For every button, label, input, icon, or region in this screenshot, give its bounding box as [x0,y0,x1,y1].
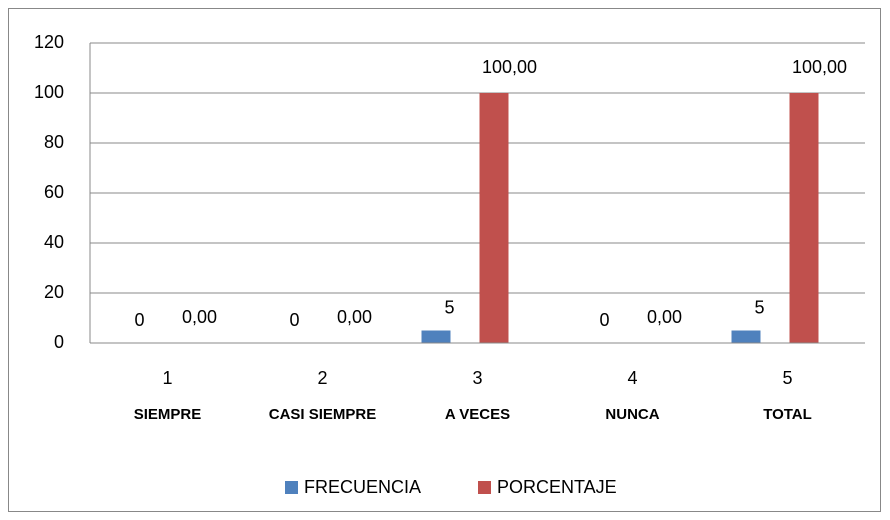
legend-label: FRECUENCIA [304,477,421,497]
y-tick-label: 20 [44,282,64,302]
legend-swatch [285,481,298,494]
data-label: 5 [754,297,764,317]
data-label: 0,00 [182,307,217,327]
chart-border [8,8,881,512]
category-name: A VECES [445,406,510,423]
category-name: TOTAL [763,406,812,423]
y-tick-label: 40 [44,232,64,252]
legend-swatch [478,481,491,494]
y-tick-label: 120 [34,32,64,52]
y-tick-label: 0 [54,332,64,352]
data-label: 100,00 [482,57,537,77]
bar [421,330,451,343]
y-tick-label: 100 [34,82,64,102]
data-label: 5 [444,297,454,317]
bar [731,330,761,343]
data-label: 0 [599,310,609,330]
category-name: SIEMPRE [134,406,202,423]
category-name: CASI SIEMPRE [269,406,377,423]
data-label: 100,00 [792,57,847,77]
data-label: 0 [289,310,299,330]
legend-label: PORCENTAJE [497,477,617,497]
y-tick-label: 80 [44,132,64,152]
bar [789,93,819,343]
y-tick-label: 60 [44,182,64,202]
x-tick-label: 3 [472,368,482,388]
bar [479,93,509,343]
x-tick-label: 1 [162,368,172,388]
data-label: 0,00 [337,307,372,327]
data-label: 0,00 [647,307,682,327]
data-label: 0 [134,310,144,330]
x-tick-label: 2 [317,368,327,388]
x-tick-label: 4 [627,368,637,388]
x-tick-label: 5 [782,368,792,388]
category-name: NUNCA [605,406,659,423]
